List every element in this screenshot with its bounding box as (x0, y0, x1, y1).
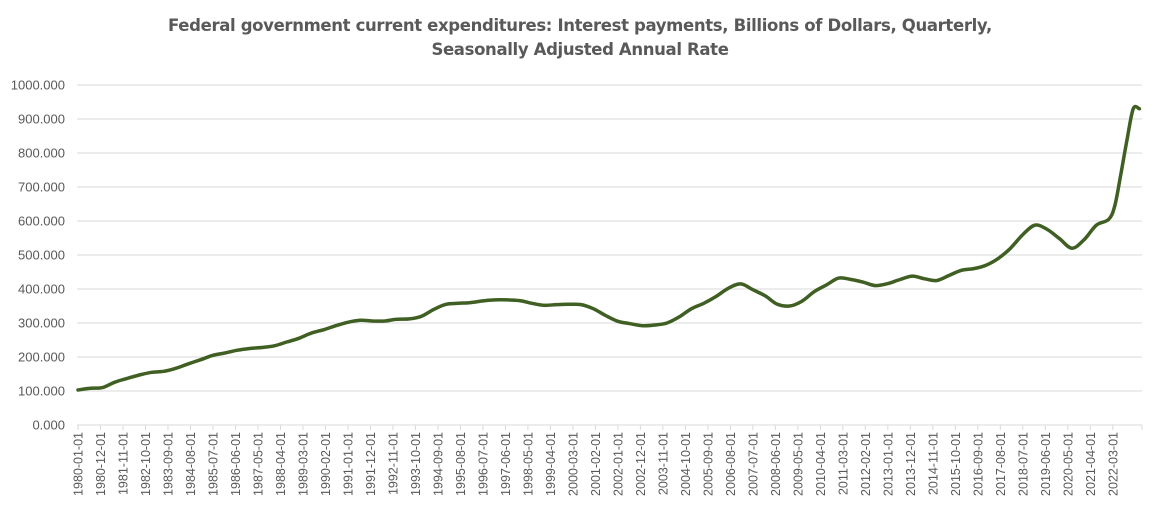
x-tick-label: 2017-08-01 (994, 432, 1008, 496)
x-tick-label: 1984-08-01 (184, 432, 198, 496)
x-tick-label: 1997-06-01 (499, 432, 513, 496)
x-tick-label: 1993-10-01 (409, 432, 423, 496)
x-tick-label: 2020-05-01 (1061, 432, 1075, 496)
x-tick-label: 2008-06-01 (769, 432, 783, 496)
x-tick-label: 2011-03-01 (836, 432, 850, 495)
x-tick-label: 2002-01-01 (611, 432, 625, 496)
y-tick-label: 300.000 (18, 316, 65, 331)
x-tick-label: 1991-12-01 (364, 432, 378, 496)
x-tick-label: 1985-07-01 (206, 432, 220, 496)
chart-title-line-1: Federal government current expenditures:… (168, 16, 992, 35)
x-tick-label: 2014-11-01 (926, 432, 940, 495)
x-tick-label: 1995-08-01 (454, 432, 468, 496)
y-tick-label: 800.000 (18, 146, 65, 161)
y-axis: 0.000 100.000 200.000 300.000 400.000 500.000… (11, 78, 65, 433)
x-tick-label: 2010-04-01 (814, 432, 828, 496)
x-tick-label: 2005-09-01 (701, 432, 715, 496)
x-axis: 1980-01-01 1980-12-01 1981-11-01 1982-10-01… (72, 424, 1143, 496)
x-tick-label: 2019-06-01 (1039, 432, 1053, 496)
x-tick-label: 2004-10-01 (679, 432, 693, 496)
x-tick-label: 1981-11-01 (116, 432, 130, 495)
x-tick-label: 1988-04-01 (274, 432, 288, 496)
x-tick-label: 1991-01-01 (341, 432, 355, 496)
x-tick-label: 1982-10-01 (139, 432, 153, 496)
x-tick-label: 2002-12-01 (634, 432, 648, 496)
x-tick-label: 2015-10-01 (949, 432, 963, 496)
x-tick-label: 1987-05-01 (251, 432, 265, 496)
x-tick-label: 1990-02-01 (319, 432, 333, 496)
y-tick-label: 1000.000 (11, 78, 65, 93)
x-tick-label: 1999-04-01 (544, 432, 558, 496)
chart-title-line-2: Seasonally Adjusted Annual Rate (431, 40, 729, 59)
x-tick-label: 2022-03-01 (1106, 432, 1120, 496)
y-tick-label: 900.000 (18, 112, 65, 127)
x-tick-label: 2006-08-01 (724, 432, 738, 496)
y-tick-label: 400.000 (18, 282, 65, 297)
chart-title: Federal government current expenditures:… (0, 14, 1160, 62)
x-tick-label: 1980-12-01 (94, 432, 108, 496)
x-tick-label: 1992-11-01 (386, 432, 400, 495)
x-tick-label: 2021-04-01 (1084, 432, 1098, 496)
x-tick-label: 1986-06-01 (229, 432, 243, 496)
x-tick-label: 2003-11-01 (656, 432, 670, 495)
x-tick-label: 2013-12-01 (904, 432, 918, 496)
x-tick-label: 1989-03-01 (296, 432, 310, 496)
x-tick-label: 1980-01-01 (72, 432, 86, 496)
y-tick-label: 500.000 (18, 248, 65, 263)
y-tick-label: 100.000 (18, 384, 65, 399)
x-tick-label: 1994-09-01 (431, 432, 445, 496)
x-tick-label: 1996-07-01 (476, 432, 490, 496)
x-tick-label: 2013-01-01 (881, 432, 895, 496)
y-tick-label: 700.000 (18, 180, 65, 195)
gridlines (77, 84, 1142, 426)
x-tick-label: 2007-07-01 (746, 432, 760, 496)
x-tick-label: 2001-02-01 (589, 432, 603, 496)
y-tick-label: 200.000 (18, 350, 65, 365)
y-tick-label: 0.000 (32, 418, 65, 433)
x-tick-label: 2018-07-01 (1016, 432, 1030, 496)
x-tick-label: 2016-09-01 (971, 432, 985, 496)
interest-payments-line (76, 104, 1142, 392)
x-tick-label: 2000-03-01 (566, 432, 580, 496)
x-tick-label: 2009-05-01 (791, 432, 805, 496)
y-tick-label: 600.000 (18, 214, 65, 229)
x-tick-label: 1983-09-01 (161, 432, 175, 496)
x-tick-label: 2012-02-01 (859, 432, 873, 496)
x-tick-label: 1998-05-01 (521, 432, 535, 496)
